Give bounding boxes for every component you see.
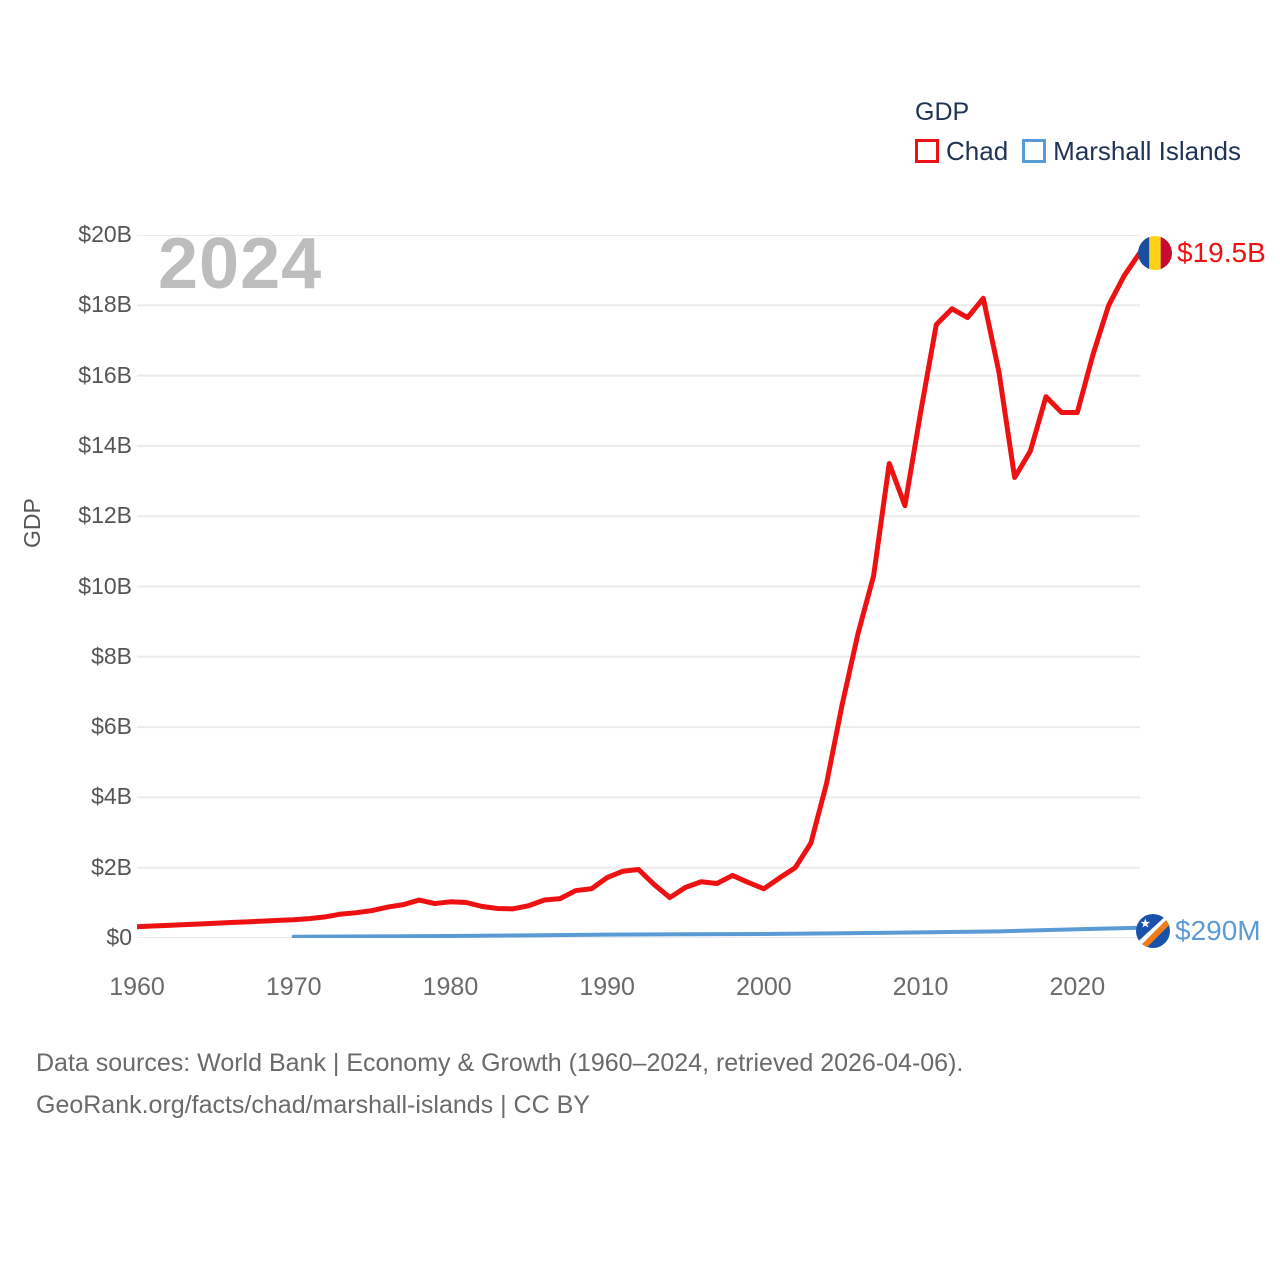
y-axis-title: GDP — [19, 498, 45, 548]
marshall-islands-flag-icon — [1136, 914, 1170, 948]
legend-entries: Chad Marshall Islands — [915, 136, 1260, 166]
y-axis-tick-label: $4B — [91, 783, 132, 810]
end-label-marshall-islands-value: $290M — [1175, 915, 1261, 946]
y-axis-tick-label: $10B — [78, 572, 132, 599]
legend-swatch-chad-icon — [915, 139, 939, 163]
x-axis-tick-label: 1960 — [109, 973, 165, 1001]
end-label-chad: $19.5B — [1138, 236, 1266, 270]
series-line-marshall-islands — [291, 925, 1140, 938]
chart-footer: Data sources: World Bank | Economy & Gro… — [36, 1042, 1236, 1126]
y-axis-tick-label: $14B — [78, 431, 132, 458]
legend-label-chad: Chad — [946, 136, 1009, 166]
y-axis-tick-label: $20B — [78, 221, 132, 247]
plot-area — [137, 235, 1140, 938]
series-line-chad — [137, 250, 1140, 930]
y-axis-tick-label: $16B — [78, 361, 132, 388]
x-axis-tick-label: 2010 — [892, 973, 949, 1001]
legend-item-chad[interactable]: Chad — [915, 136, 1008, 166]
y-axis-tick-label: $0 — [106, 924, 132, 950]
end-label-chad-value: $19.5B — [1177, 237, 1266, 268]
footer-attribution: GeoRank.org/facts/chad/marshall-islands … — [36, 1091, 590, 1119]
y-axis-tick-label: $18B — [78, 291, 132, 318]
legend-label-marshall-islands: Marshall Islands — [1053, 136, 1242, 166]
x-axis-tick-label: 1980 — [422, 973, 479, 1001]
gridlines — [137, 235, 1140, 938]
y-axis-tick-label: $2B — [91, 853, 132, 880]
x-axis-tick-label: 2000 — [736, 973, 792, 1001]
x-axis-tick-label: 2020 — [1049, 973, 1106, 1001]
legend-title: GDP — [915, 98, 970, 126]
legend-swatch-marshall-islands-icon — [1022, 139, 1047, 163]
x-axis-tick-label: 1990 — [579, 973, 635, 1001]
chad-flag-icon — [1138, 236, 1172, 270]
legend-item-marshall-islands[interactable]: Marshall Islands — [1022, 136, 1241, 166]
x-axis-tick-label: 1970 — [265, 973, 322, 1001]
chart-legend: GDP Chad Marshall Islands — [915, 96, 1260, 166]
plot-svg — [137, 235, 1140, 938]
year-watermark: 2024 — [158, 224, 323, 304]
y-axis-tick-label: $12B — [78, 502, 132, 529]
end-label-marshall-islands: $290M — [1136, 914, 1261, 948]
y-axis-tick-label: $6B — [91, 713, 132, 740]
y-axis-tick-label: $8B — [91, 642, 132, 669]
footer-data-sources: Data sources: World Bank | Economy & Gro… — [36, 1049, 964, 1077]
